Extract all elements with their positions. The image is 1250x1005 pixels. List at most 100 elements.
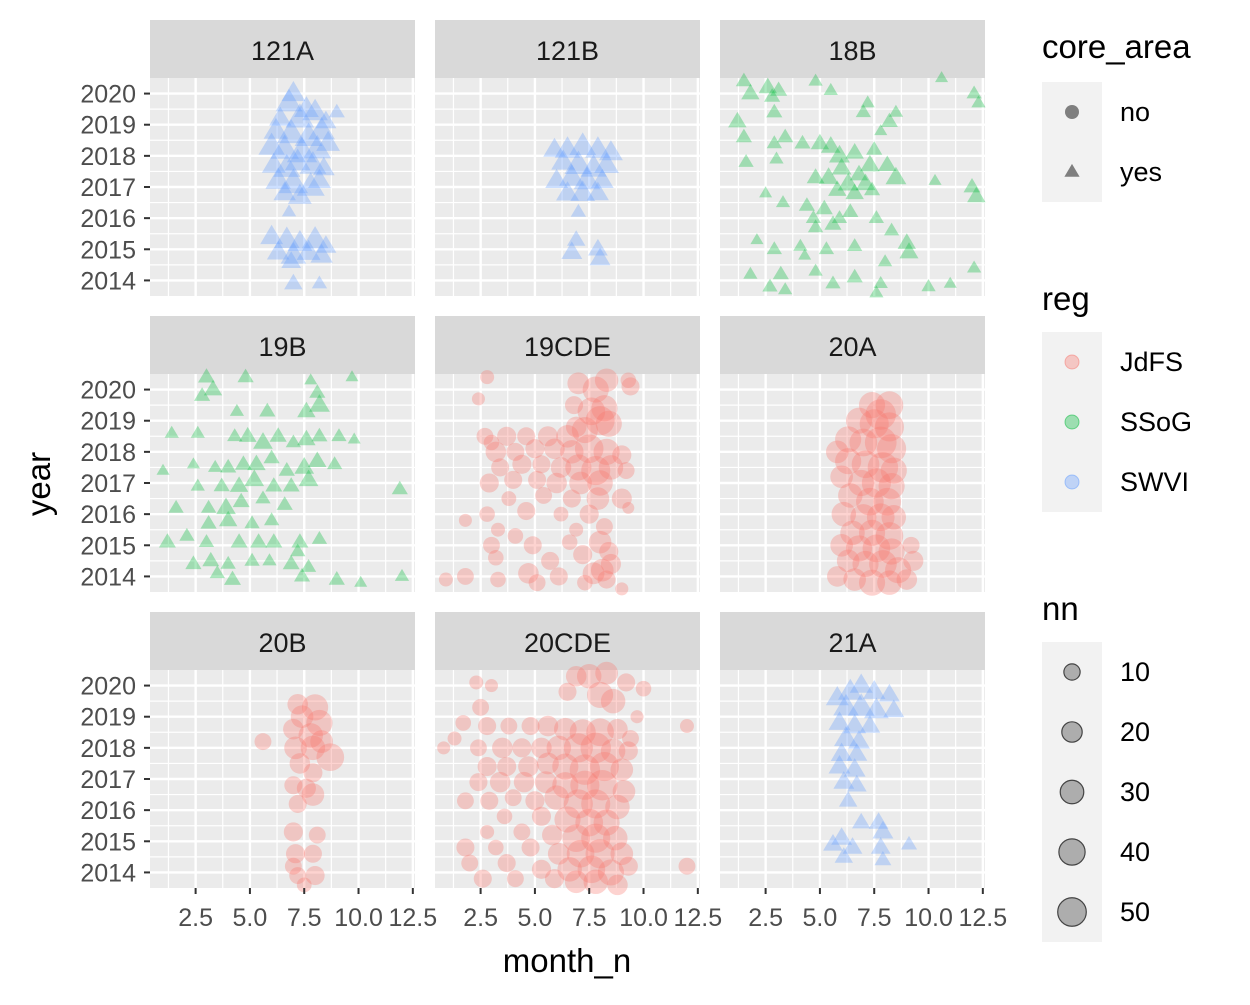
data-point xyxy=(554,136,581,158)
legend-title: nn xyxy=(1042,590,1079,627)
data-point xyxy=(860,154,880,172)
data-point xyxy=(885,557,912,584)
data-point xyxy=(327,456,343,470)
x-tick-label: 5.0 xyxy=(803,904,838,932)
data-point xyxy=(829,144,850,163)
data-point xyxy=(847,774,867,792)
data-point xyxy=(595,410,622,437)
data-point xyxy=(618,856,638,876)
data-point xyxy=(569,132,597,155)
data-point xyxy=(830,465,853,489)
data-point xyxy=(554,717,577,741)
data-point xyxy=(311,275,328,289)
data-point xyxy=(580,732,611,764)
facet-strip xyxy=(720,20,985,78)
data-point xyxy=(873,487,902,516)
data-point xyxy=(772,265,789,280)
facet-label: 20B xyxy=(258,628,306,658)
data-point xyxy=(469,739,487,757)
data-point xyxy=(310,243,333,263)
data-point xyxy=(479,506,495,522)
data-point xyxy=(311,427,328,442)
data-point xyxy=(823,834,843,851)
data-point xyxy=(283,718,304,740)
data-point xyxy=(531,806,551,826)
data-point xyxy=(301,694,329,721)
data-point xyxy=(838,678,863,700)
data-point xyxy=(835,448,862,475)
data-point xyxy=(186,457,200,469)
data-point xyxy=(234,455,252,470)
data-point xyxy=(209,565,225,579)
data-point xyxy=(845,183,864,200)
facet-panel-19cde: 19CDE xyxy=(435,316,700,596)
data-point xyxy=(263,449,280,464)
data-point xyxy=(281,81,306,102)
y-tick-label: 2019 xyxy=(80,704,136,732)
x-tick-label: 2.5 xyxy=(748,904,783,932)
data-point xyxy=(855,104,871,118)
data-point xyxy=(849,164,869,181)
data-point xyxy=(306,709,333,737)
data-point xyxy=(244,469,265,487)
data-point xyxy=(282,477,300,492)
data-point xyxy=(544,438,565,460)
data-point xyxy=(610,758,634,781)
y-tick-label: 2016 xyxy=(80,501,136,529)
data-point xyxy=(489,771,511,793)
data-point xyxy=(504,470,523,489)
data-point xyxy=(593,438,620,465)
data-point xyxy=(564,870,588,894)
x-tick-label: 12.5 xyxy=(958,904,1007,932)
data-point xyxy=(286,136,318,163)
data-point xyxy=(260,224,284,245)
data-point xyxy=(294,96,319,117)
data-point xyxy=(577,855,606,884)
data-point xyxy=(590,168,614,188)
y-tick-label: 2020 xyxy=(80,81,136,109)
data-point xyxy=(535,487,553,504)
data-point xyxy=(750,233,764,245)
data-point xyxy=(878,538,905,565)
data-point xyxy=(483,434,500,451)
data-point xyxy=(798,197,815,211)
data-point xyxy=(820,136,841,153)
data-point xyxy=(198,534,215,547)
data-point xyxy=(294,457,315,474)
data-point xyxy=(778,282,793,295)
data-point xyxy=(866,141,883,155)
data-point xyxy=(847,238,863,251)
legend-title: core_area xyxy=(1042,28,1191,65)
data-point xyxy=(868,812,889,829)
data-point xyxy=(864,426,897,459)
data-point xyxy=(617,673,636,692)
data-point xyxy=(284,857,302,875)
data-point xyxy=(264,512,280,526)
data-point xyxy=(874,412,904,442)
legend-symbol xyxy=(1064,474,1080,490)
data-point xyxy=(230,533,248,548)
data-point xyxy=(589,247,611,266)
data-point xyxy=(597,859,625,886)
data-point xyxy=(863,680,886,699)
x-tick-label: 7.5 xyxy=(287,904,322,932)
data-point xyxy=(878,155,897,171)
data-point xyxy=(564,396,584,415)
data-point xyxy=(513,823,531,841)
data-point xyxy=(305,865,325,886)
data-point xyxy=(587,769,618,801)
data-point xyxy=(265,533,283,548)
data-point xyxy=(274,226,300,248)
data-point xyxy=(576,663,602,689)
data-point xyxy=(838,791,858,807)
y-axis-title: year xyxy=(20,452,57,516)
data-point xyxy=(309,394,330,412)
data-point xyxy=(311,531,328,544)
data-point xyxy=(284,736,307,760)
legend-label: yes xyxy=(1120,157,1162,187)
data-point xyxy=(456,792,474,810)
data-point xyxy=(577,574,593,591)
y-tick-label: 2016 xyxy=(80,797,136,825)
data-point xyxy=(477,756,497,777)
data-point xyxy=(581,789,611,819)
